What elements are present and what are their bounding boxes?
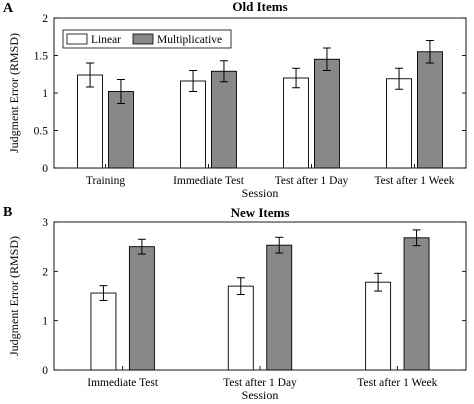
legend-swatch-linear xyxy=(66,33,88,45)
y-tick-label: 1.5 xyxy=(34,51,49,63)
bar-multiplicative-0 xyxy=(128,246,155,371)
bar-linear-0 xyxy=(90,292,117,371)
y-tick-label: 0 xyxy=(42,163,48,175)
y-tick-label: 0 xyxy=(42,365,48,377)
bar-multiplicative-1 xyxy=(210,70,237,169)
y-tick-label: 2 xyxy=(42,13,48,25)
bar-multiplicative-2 xyxy=(314,58,340,169)
x-tick-label: Training xyxy=(86,175,125,187)
y-tick-label: 1 xyxy=(42,88,48,100)
bar-multiplicative-0 xyxy=(107,91,134,169)
bar-linear-1 xyxy=(227,285,254,371)
legend-swatch-multiplicative xyxy=(132,33,154,45)
chart-title: New Items xyxy=(231,205,290,220)
y-axis-label: Judgment Error (RMSD) xyxy=(7,33,21,153)
y-axis-label: Judgment Error (RMSD) xyxy=(7,236,21,356)
bar-linear-0 xyxy=(77,74,104,169)
y-tick-label: 2 xyxy=(42,266,48,278)
x-tick-label: Test after 1 Week xyxy=(357,377,437,389)
bar-linear-3 xyxy=(386,78,412,169)
chart-title: Old Items xyxy=(232,0,287,14)
x-axis-label: Session xyxy=(242,186,279,200)
x-axis-label: Session xyxy=(242,388,279,402)
bar-linear-2 xyxy=(283,77,309,169)
y-tick-label: 3 xyxy=(42,217,48,229)
x-tick-label: Immediate Test xyxy=(173,175,245,187)
bar-multiplicative-3 xyxy=(417,51,443,169)
x-tick-label: Test after 1 Day xyxy=(275,175,349,187)
y-tick-label: 1 xyxy=(42,316,48,328)
bar-multiplicative-2 xyxy=(403,237,430,371)
bar-linear-2 xyxy=(365,281,392,371)
panel-letter: B xyxy=(3,205,12,220)
legend-label: Multiplicative xyxy=(157,34,222,46)
panel-letter: A xyxy=(3,1,14,16)
bar-multiplicative-1 xyxy=(266,244,293,371)
bar-linear-1 xyxy=(180,80,207,169)
y-tick-label: 0.5 xyxy=(34,126,49,138)
legend-label: Linear xyxy=(91,34,121,46)
x-tick-label: Test after 1 Day xyxy=(223,377,297,389)
x-tick-label: Immediate Test xyxy=(87,377,159,389)
x-tick-label: Test after 1 Week xyxy=(374,175,454,187)
